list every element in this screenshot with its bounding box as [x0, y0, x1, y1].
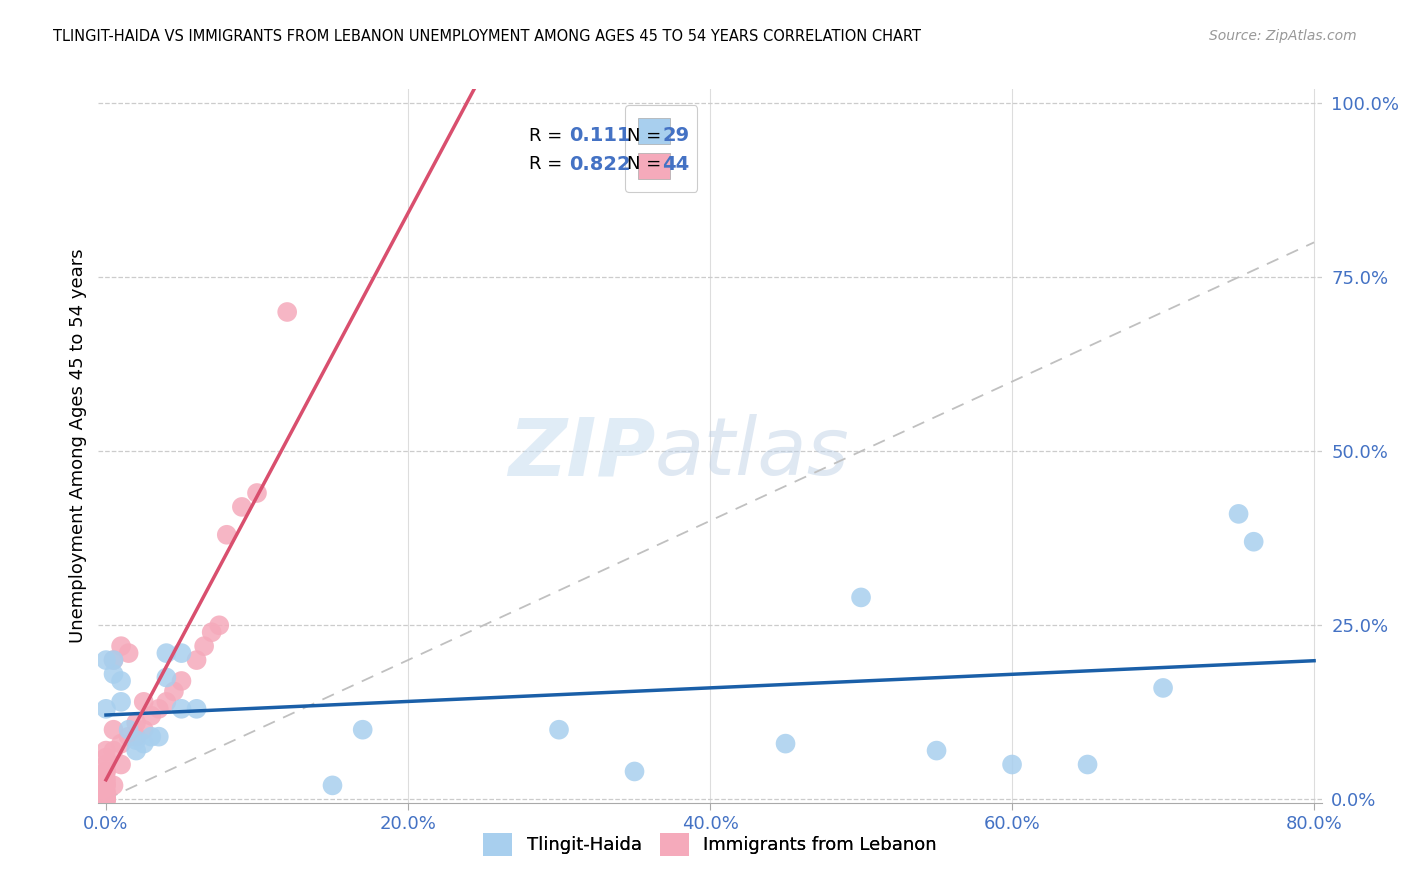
- Point: [94, 785, 117, 799]
- Point: [110, 757, 132, 772]
- Point: [246, 486, 269, 500]
- Point: [103, 653, 125, 667]
- Point: [623, 764, 645, 779]
- Point: [94, 792, 117, 806]
- Text: N =: N =: [627, 155, 661, 173]
- Point: [132, 723, 155, 737]
- Point: [110, 737, 132, 751]
- Point: [94, 653, 117, 667]
- Point: [103, 743, 125, 757]
- Point: [548, 723, 571, 737]
- Point: [193, 639, 215, 653]
- Point: [94, 702, 117, 716]
- Point: [125, 733, 148, 747]
- Point: [163, 684, 186, 698]
- Point: [155, 646, 177, 660]
- Point: [201, 625, 224, 640]
- Text: Source: ZipAtlas.com: Source: ZipAtlas.com: [1209, 29, 1357, 43]
- Point: [94, 778, 117, 792]
- Point: [125, 730, 148, 744]
- Point: [276, 305, 298, 319]
- Text: ZIP: ZIP: [508, 414, 655, 492]
- Point: [125, 743, 148, 757]
- Point: [117, 730, 139, 744]
- Point: [170, 702, 193, 716]
- Point: [94, 792, 117, 806]
- Point: [849, 591, 872, 605]
- Point: [1152, 681, 1174, 695]
- Point: [103, 723, 125, 737]
- Point: [103, 778, 125, 792]
- Point: [155, 671, 177, 685]
- Text: 0.111: 0.111: [569, 126, 631, 145]
- Text: atlas: atlas: [655, 414, 849, 492]
- Point: [148, 730, 170, 744]
- Point: [110, 639, 132, 653]
- Point: [132, 695, 155, 709]
- Point: [141, 730, 163, 744]
- Point: [94, 778, 117, 792]
- Point: [141, 708, 163, 723]
- Point: [186, 702, 208, 716]
- Text: 0.822: 0.822: [569, 154, 631, 174]
- Point: [186, 653, 208, 667]
- Legend: Tlingit-Haida, Immigrants from Lebanon: Tlingit-Haida, Immigrants from Lebanon: [474, 824, 946, 865]
- Text: 29: 29: [662, 126, 689, 145]
- Point: [94, 775, 117, 789]
- Point: [170, 673, 193, 688]
- Point: [208, 618, 231, 632]
- Point: [103, 653, 125, 667]
- Point: [1001, 757, 1024, 772]
- Point: [321, 778, 343, 792]
- Point: [94, 772, 117, 786]
- Point: [94, 789, 117, 803]
- Point: [148, 702, 170, 716]
- Point: [94, 757, 117, 772]
- Point: [94, 764, 117, 779]
- Point: [94, 792, 117, 806]
- Point: [117, 646, 139, 660]
- Y-axis label: Unemployment Among Ages 45 to 54 years: Unemployment Among Ages 45 to 54 years: [69, 249, 87, 643]
- Point: [94, 792, 117, 806]
- Point: [170, 646, 193, 660]
- Point: [231, 500, 253, 514]
- Point: [1227, 507, 1250, 521]
- Text: TLINGIT-HAIDA VS IMMIGRANTS FROM LEBANON UNEMPLOYMENT AMONG AGES 45 TO 54 YEARS : TLINGIT-HAIDA VS IMMIGRANTS FROM LEBANON…: [53, 29, 921, 44]
- Point: [155, 695, 177, 709]
- Point: [117, 723, 139, 737]
- Point: [125, 715, 148, 730]
- Point: [103, 667, 125, 681]
- Point: [352, 723, 374, 737]
- Point: [94, 785, 117, 799]
- Text: R =: R =: [529, 155, 562, 173]
- Point: [94, 764, 117, 779]
- Text: N =: N =: [627, 127, 661, 145]
- Point: [132, 737, 155, 751]
- Point: [1243, 534, 1265, 549]
- Point: [925, 743, 948, 757]
- Point: [94, 743, 117, 757]
- Point: [110, 673, 132, 688]
- Point: [94, 750, 117, 764]
- Point: [775, 737, 797, 751]
- Point: [94, 792, 117, 806]
- Text: R =: R =: [529, 127, 562, 145]
- Text: 44: 44: [662, 154, 689, 174]
- Point: [110, 695, 132, 709]
- Point: [215, 528, 238, 542]
- Point: [1077, 757, 1099, 772]
- Point: [94, 792, 117, 806]
